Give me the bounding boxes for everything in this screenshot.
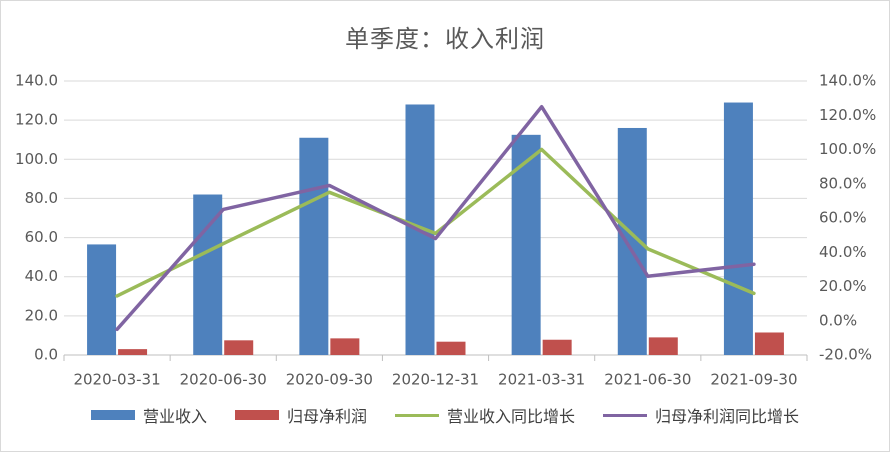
right-axis-tick-label: 140.0% bbox=[819, 72, 876, 90]
left-axis-tick-label: 40.0 bbox=[25, 267, 58, 285]
bar-net-profit bbox=[118, 349, 148, 355]
x-axis-tick-label: 2020-06-30 bbox=[180, 371, 267, 389]
left-axis-tick-label: 140.0 bbox=[15, 72, 58, 90]
bar-revenue bbox=[723, 102, 753, 356]
legend-item-revenue-growth: 营业收入同比增长 bbox=[395, 403, 575, 427]
bar-net-profit bbox=[542, 339, 572, 355]
legend-label-revenue-growth: 营业收入同比增长 bbox=[447, 407, 576, 426]
legend-label-net-profit-growth: 归母净利润同比增长 bbox=[655, 407, 800, 426]
legend-item-net-profit: 归母净利润 bbox=[234, 403, 367, 427]
bar-net-profit bbox=[648, 337, 678, 355]
right-axis-tick-label: 0.0% bbox=[819, 311, 857, 329]
legend-swatch-net-profit-growth bbox=[603, 413, 648, 417]
bar-net-profit bbox=[224, 340, 254, 355]
x-axis-tick-label: 2021-03-31 bbox=[498, 371, 585, 389]
right-axis-tick-label: 40.0% bbox=[819, 243, 867, 261]
x-axis-tick-label: 2020-12-31 bbox=[392, 371, 479, 389]
legend-swatch-revenue bbox=[90, 410, 135, 420]
left-axis-tick-label: 60.0 bbox=[25, 228, 58, 246]
bar-net-profit bbox=[436, 341, 466, 355]
x-axis-tick-label: 2020-09-30 bbox=[286, 371, 373, 389]
chart-plot: 0.0 20.0 40.0 60.0 80.0 100.0 120.0 140.0 -20.0%… bbox=[15, 72, 876, 389]
chart-legend: 营业收入 归母净利润 营业收入同比增长 归母净利润同比增长 bbox=[1, 403, 889, 427]
right-axis-tick-label: -20.0% bbox=[819, 346, 872, 364]
right-axis-tick-label: 100.0% bbox=[819, 140, 876, 158]
right-axis-tick-label: 80.0% bbox=[819, 174, 867, 192]
legend-swatch-revenue-growth bbox=[395, 413, 439, 417]
legend-swatch-net-profit bbox=[234, 410, 279, 420]
right-axis-tick-label: 120.0% bbox=[819, 106, 876, 124]
legend-item-net-profit-growth: 归母净利润同比增长 bbox=[603, 403, 799, 427]
bar-net-profit bbox=[330, 338, 360, 355]
legend-label-revenue: 营业收入 bbox=[142, 407, 207, 426]
legend-label-net-profit: 归母净利润 bbox=[286, 407, 367, 426]
chart-title: 单季度：收入利润 bbox=[345, 25, 545, 53]
x-axis-tick-label: 2020-03-31 bbox=[73, 371, 160, 389]
left-axis-tick-label: 100.0 bbox=[15, 150, 58, 168]
series-line-revenue-growth bbox=[115, 147, 756, 298]
bar-revenue bbox=[193, 194, 223, 355]
right-axis-tick-label: 20.0% bbox=[819, 277, 867, 295]
left-axis-tick-label: 80.0 bbox=[25, 189, 58, 207]
x-axis-tick-label: 2021-06-30 bbox=[604, 371, 691, 389]
left-axis-tick-label: 0.0 bbox=[34, 346, 58, 364]
right-axis-tick-label: 60.0% bbox=[819, 209, 867, 227]
legend-item-revenue: 营业收入 bbox=[90, 403, 207, 427]
left-axis-tick-label: 120.0 bbox=[15, 111, 58, 129]
bar-revenue bbox=[87, 244, 117, 355]
series-line-net-profit-growth bbox=[115, 104, 756, 332]
bar-revenue bbox=[299, 137, 329, 355]
x-axis-tick-label: 2021-09-30 bbox=[710, 371, 797, 389]
bar-net-profit bbox=[754, 332, 784, 355]
left-axis-tick-label: 20.0 bbox=[25, 306, 58, 324]
